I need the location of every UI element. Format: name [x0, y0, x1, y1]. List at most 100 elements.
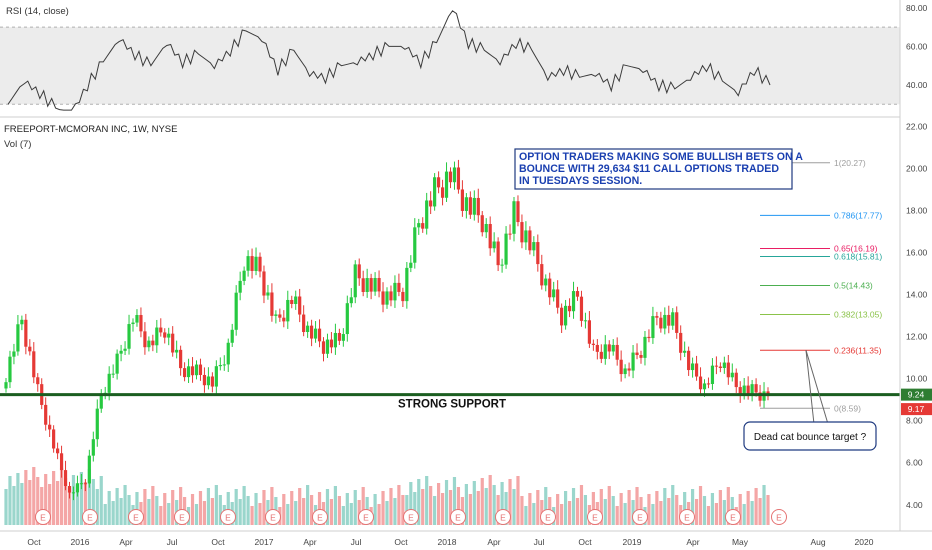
candle-body [405, 267, 409, 302]
candle-body [246, 256, 250, 271]
candle-body [679, 332, 683, 353]
price-tick-label: 6.00 [906, 458, 923, 468]
volume-bar [754, 488, 758, 525]
x-tick-label: 2017 [255, 537, 274, 547]
candle-body [36, 377, 40, 385]
volume-bar [206, 488, 211, 525]
volume-bar [425, 476, 429, 525]
volume-bar [250, 506, 254, 525]
price-tick-label: 18.00 [906, 205, 928, 215]
candle-body [464, 197, 468, 211]
x-axis: Oct 2016 Apr Jul Oct 2017 Apr Jul Oct 2018 Apr Jul O… [27, 537, 873, 547]
volume-bar [262, 490, 266, 525]
candle-body [627, 368, 631, 371]
volume-bar [155, 496, 159, 525]
x-tick-label: Apr [487, 537, 500, 547]
candle-body [667, 314, 671, 326]
volume-bar [4, 489, 8, 525]
candle-body [222, 364, 226, 366]
rsi-title: RSI (14, close) [6, 6, 69, 17]
volume-bar [464, 484, 468, 525]
price-tick-label: 8.00 [906, 416, 923, 426]
candle-body [119, 350, 123, 354]
x-tick-label: Oct [578, 537, 592, 547]
earnings-marker: E [358, 509, 374, 525]
candle-body [67, 486, 72, 493]
candle-body [179, 349, 183, 369]
price-tick-label: 10.00 [906, 374, 928, 384]
candle-body [722, 362, 726, 368]
volume-bar [270, 487, 274, 525]
volume-bar [325, 489, 330, 525]
note-box: OPTION TRADERS MAKING SOME BULLISH BETS … [514, 148, 803, 190]
candle-body [139, 315, 143, 332]
candle-body [528, 230, 532, 251]
candle-body [643, 336, 647, 358]
rsi-pane: RSI (14, close) 80.00 60.00 40.00 [0, 0, 928, 116]
candle-body [631, 352, 635, 371]
volume-bar [433, 496, 437, 525]
note-line: BOUNCE WITH 29,634 $11 CALL OPTIONS TRAD… [519, 163, 779, 175]
rsi-y-axis: 80.00 60.00 40.00 [906, 3, 928, 90]
candle-body [452, 167, 457, 183]
candle-body [468, 197, 472, 215]
earnings-letter: E [363, 513, 369, 523]
earnings-circle [220, 509, 236, 525]
volume-bar [329, 499, 334, 525]
candle-body [512, 201, 516, 234]
volume-bar [663, 488, 667, 525]
main-title: FREEPORT-MCMORAN INC, 1W, NYSE [4, 124, 177, 135]
candle-body [321, 341, 326, 354]
volume-bar [556, 494, 560, 525]
earnings-letter: E [270, 513, 276, 523]
earnings-marker: E [725, 509, 741, 525]
candle-body [361, 278, 365, 292]
price-tick-label: 20.00 [906, 163, 928, 173]
candle-body [12, 351, 16, 357]
candle-body [544, 278, 548, 286]
volume-bar [401, 495, 405, 525]
volume-bar [254, 493, 258, 525]
fib-level-label: 0.5(14.43) [834, 281, 873, 291]
volume-bar [456, 487, 461, 525]
candle-body [32, 351, 36, 378]
candle-body [563, 305, 568, 326]
candle-body [377, 277, 381, 292]
volume-bar [675, 495, 679, 525]
earnings-letter: E [40, 513, 46, 523]
volume-bar [671, 485, 675, 525]
volume-bar [512, 489, 516, 525]
earnings-letter: E [179, 513, 185, 523]
candle-body [540, 264, 544, 286]
candle-body [718, 366, 722, 368]
candle-body [182, 368, 187, 378]
volume-bar [210, 498, 214, 525]
candle-body [87, 455, 91, 484]
candle-body [444, 171, 449, 198]
candle-body [333, 332, 338, 348]
candle-body [48, 424, 52, 430]
fib-level-label: 0.382(13.05) [834, 310, 882, 320]
volume-bar [198, 491, 203, 525]
earnings-letter: E [592, 513, 598, 523]
candle-body [238, 280, 242, 293]
volume-bar [111, 501, 115, 525]
volume-bar [698, 486, 703, 525]
x-tick-label: Jul [167, 537, 178, 547]
candle-body [115, 353, 119, 374]
candle-body [234, 292, 238, 330]
volume-bar [135, 492, 139, 525]
earnings-marker: E [403, 509, 419, 525]
volume-bar [377, 504, 381, 525]
volume-bar [599, 489, 603, 525]
volume-bar [508, 479, 512, 525]
candle-body [317, 328, 322, 342]
candle-body [651, 316, 655, 339]
candle-body [421, 223, 425, 229]
earnings-circle [128, 509, 144, 525]
candle-body [683, 350, 687, 353]
volume-bar [381, 491, 385, 525]
earnings-circle [174, 509, 190, 525]
earnings-circle [35, 509, 51, 525]
